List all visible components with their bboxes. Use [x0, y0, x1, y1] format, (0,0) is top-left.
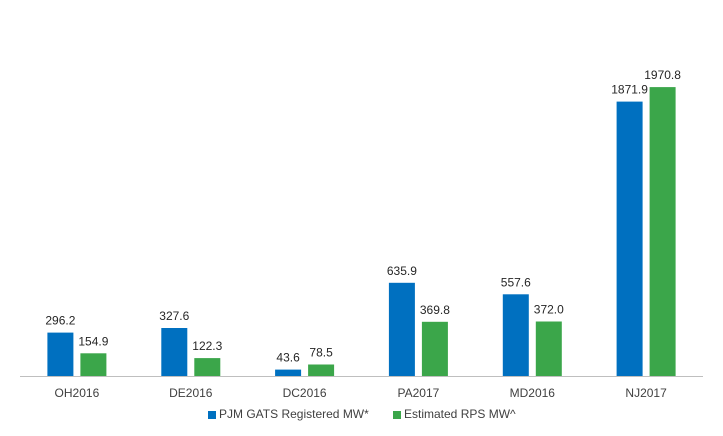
data-label-de2016-series-1: 327.6	[159, 309, 189, 323]
data-label-md2016-series-2: 372.0	[534, 303, 564, 317]
x-tick-label-de2016: DE2016	[169, 386, 213, 400]
bar-nj2017-series-1	[616, 101, 643, 376]
x-tick-label-oh2016: OH2016	[55, 386, 100, 400]
bar-pa2017-series-1	[388, 282, 415, 376]
data-label-oh2016-series-1: 296.2	[45, 314, 75, 328]
bar-md2016-series-1	[502, 294, 529, 376]
data-label-pa2017-series-1: 635.9	[387, 264, 417, 278]
bar-oh2016-series-1	[47, 332, 74, 376]
bar-md2016-series-2	[535, 321, 562, 376]
data-label-dc2016-series-2: 78.5	[309, 346, 333, 360]
data-label-de2016-series-2: 122.3	[192, 339, 222, 353]
data-label-oh2016-series-2: 154.9	[78, 334, 108, 348]
data-label-nj2017-series-2: 1970.8	[644, 68, 681, 82]
x-tick-label-pa2017: PA2017	[397, 386, 439, 400]
bar-pa2017-series-2	[421, 321, 448, 376]
bar-de2016-series-1	[161, 328, 188, 376]
legend-label-series-1: PJM GATS Registered MW*	[219, 407, 369, 421]
legend-label-series-2: Estimated RPS MW^	[404, 407, 516, 421]
x-axis-tick-labels: OH2016 DE2016 DC2016 PA2017 MD2016 NJ2017	[55, 386, 668, 400]
data-label-dc2016-series-1: 43.6	[276, 351, 300, 365]
x-tick-label-dc2016: DC2016	[283, 386, 327, 400]
x-tick-label-nj2017: NJ2017	[625, 386, 667, 400]
bar-de2016-series-2	[194, 358, 221, 376]
x-tick-label-md2016: MD2016	[510, 386, 556, 400]
data-label-md2016-series-1: 557.6	[501, 275, 531, 289]
legend-swatch-series-1	[208, 411, 216, 419]
legend: PJM GATS Registered MW* Estimated RPS MW^	[208, 407, 516, 421]
data-label-nj2017-series-1: 1871.9	[611, 83, 648, 97]
bar-nj2017-series-2	[649, 87, 676, 376]
data-label-pa2017-series-2: 369.8	[420, 303, 450, 317]
bar-oh2016-series-2	[80, 353, 107, 376]
bar-dc2016-series-1	[275, 369, 302, 376]
bar-dc2016-series-2	[308, 364, 335, 376]
legend-swatch-series-2	[393, 411, 401, 419]
bars-layer	[47, 87, 676, 376]
